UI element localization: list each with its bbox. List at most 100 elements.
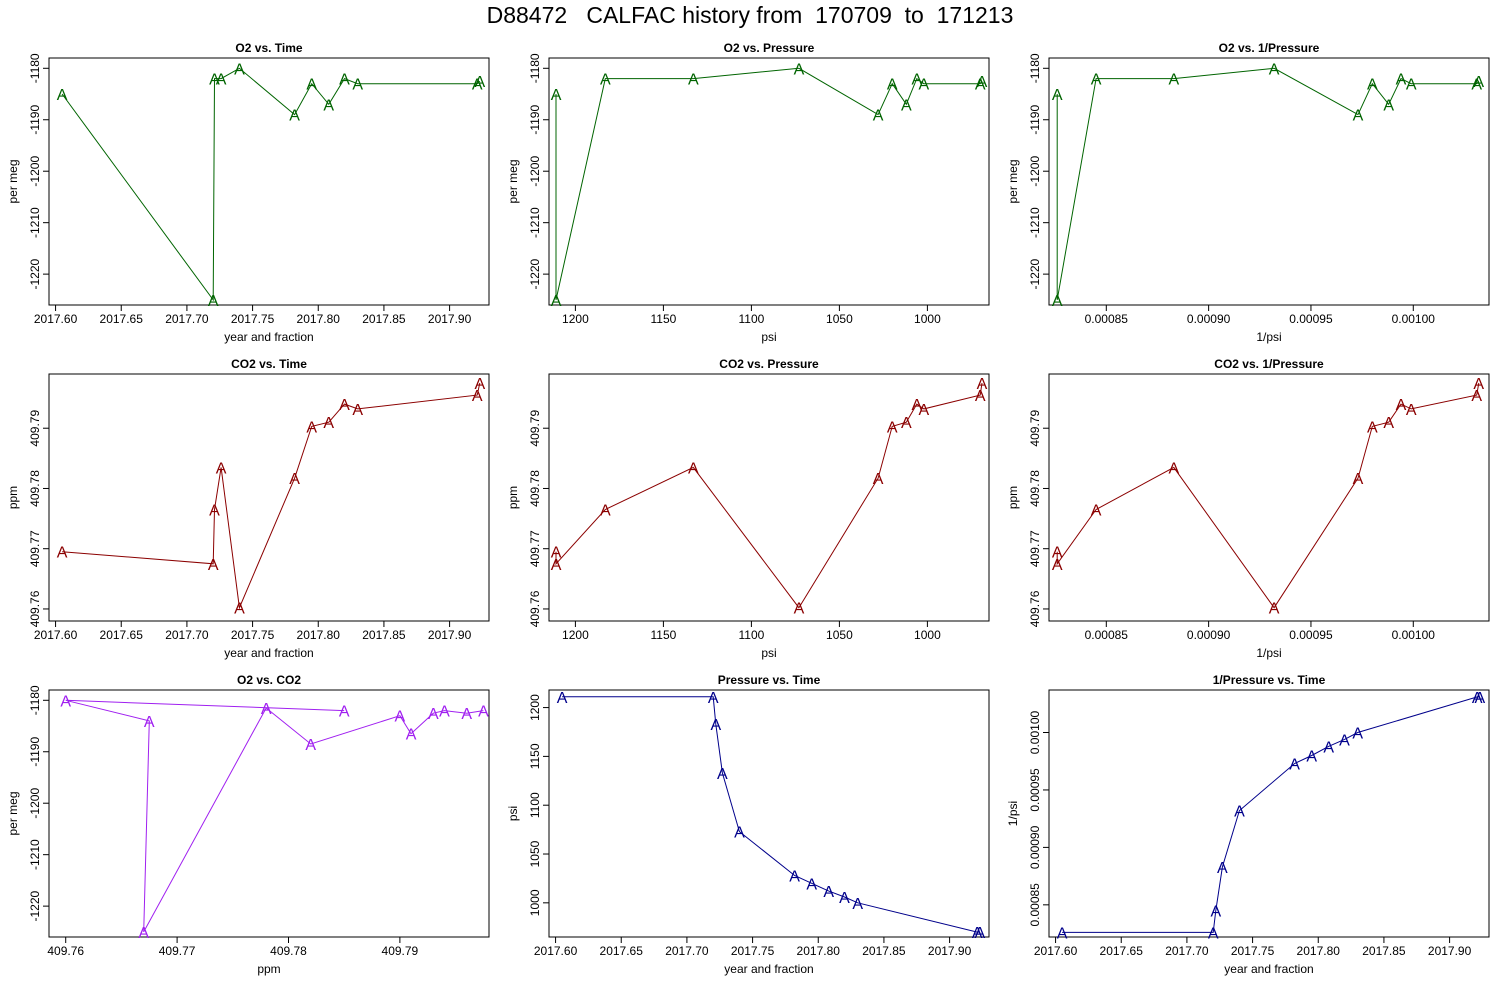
x-tick-label: 1100 [738,312,764,326]
y-tick-label: 0.00095 [1028,768,1042,812]
data-point-marker: A [1169,72,1180,89]
data-point-marker: A [1234,804,1245,821]
chart-panel-2: O2 vs. Pressure 1200 1150 1100 1050 1000 psi -1… [506,41,990,344]
data-point-marker: A [209,72,220,89]
x-axis-label: year and fraction [224,646,313,660]
data-point-marker: A [1396,72,1407,89]
data-point-marker: A [717,766,728,783]
data-point-marker: A [1210,904,1221,921]
series-line [1056,67,1480,300]
x-axis-label: 1/psi [1256,646,1281,660]
y-tick-label: 409.76 [1028,590,1042,627]
data-point-marker: A [57,87,68,104]
y-tick-label: -1200 [528,156,542,187]
y-axis-label: psi [506,806,520,821]
data-point-marker: A [794,61,805,78]
data-point-marker: A [1473,74,1484,91]
x-tick-label: 409.78 [270,944,307,958]
data-point-marker: A [977,376,988,393]
data-point-marker: A [1169,460,1180,477]
plot-frame [548,689,990,938]
x-tick-label: 2017.70 [165,628,209,642]
x-tick-label: 409.77 [159,944,196,958]
y-tick-label: -1190 [28,737,42,767]
plot-frame [1048,57,1490,306]
y-tick-label: 409.76 [28,590,42,627]
x-tick-label: 2017.85 [362,312,406,326]
x-tick-label: 2017.65 [100,312,144,326]
x-tick-label: 0.00090 [1187,628,1231,642]
data-point-marker: A [873,471,884,488]
data-point-marker: A [823,884,834,901]
x-tick-label: 1150 [650,628,676,642]
data-point-marker: A [472,388,483,405]
data-point-marker: A [1306,748,1317,765]
data-point-marker: A [208,293,219,310]
data-point-marker: A [1367,77,1378,94]
data-point-marker: A [919,402,930,419]
y-tick-label: 1150 [528,743,542,769]
y-tick-label: -1210 [528,207,542,238]
data-point-marker: A [1057,925,1068,942]
x-tick-label: 2017.70 [1165,944,1209,958]
y-tick-label: 409.79 [1028,410,1042,447]
y-tick-label: 0.00090 [1028,825,1042,869]
data-point-marker: A [839,890,850,907]
data-point-marker: A [974,925,985,942]
data-point-marker: A [551,545,562,562]
data-point-marker: A [1396,397,1407,414]
data-point-marker: A [794,601,805,618]
data-point-marker: A [972,925,983,942]
data-point-marker: A [406,727,417,744]
x-tick-label: 1200 [562,312,589,326]
data-point-marker: A [551,557,562,574]
x-tick-label: 409.79 [382,944,419,958]
x-tick-label: 2017.90 [428,312,472,326]
y-tick-label: 1200 [528,694,542,721]
data-point-marker: A [551,293,562,310]
y-tick-label: -1190 [28,105,42,135]
plot-frame [48,57,490,306]
series-line [61,67,481,302]
data-point-marker: A [395,709,406,726]
chart-title: O2 vs. Pressure [724,41,815,55]
data-point-marker: A [1406,77,1417,94]
y-axis-label: ppm [1006,486,1020,509]
data-point-marker: A [873,108,884,125]
x-tick-label: 1050 [826,628,853,642]
data-point-marker: A [975,388,986,405]
data-point-marker: A [975,77,986,94]
y-tick-label: 409.78 [528,470,542,507]
plot-frame [1048,373,1490,622]
data-point-marker: A [708,690,719,707]
data-point-marker: A [1353,108,1364,125]
y-tick-label: -1190 [528,105,542,135]
data-point-marker: A [557,690,568,707]
data-point-marker: A [1052,545,1063,562]
plot-frame [1048,689,1490,938]
data-point-marker: A [912,397,923,414]
chart-title: CO2 vs. 1/Pressure [1214,357,1324,371]
data-point-marker: A [1339,732,1350,749]
data-point-marker: A [688,460,699,477]
chart-title: Pressure vs. Time [718,673,821,687]
y-tick-label: 409.79 [528,410,542,447]
data-point-marker: A [234,61,245,78]
series-line [62,382,481,610]
x-tick-label: 2017.60 [1034,944,1078,958]
y-tick-label: -1200 [1028,156,1042,187]
data-point-marker: A [209,503,220,520]
data-point-marker: A [600,72,611,89]
x-tick-label: 2017.70 [665,944,709,958]
x-tick-label: 1100 [738,628,764,642]
data-point-marker: A [1091,503,1102,520]
data-point-marker: A [234,601,245,618]
chart-panel-3: O2 vs. 1/Pressure 0.00085 0.00090 0.00095 0.… [1006,41,1490,344]
y-tick-label: -1220 [1028,258,1042,289]
series-line [555,382,983,609]
data-point-marker: A [305,737,316,754]
x-tick-label: 1150 [650,312,676,326]
data-point-marker: A [289,471,300,488]
x-tick-label: 0.00090 [1187,312,1231,326]
y-tick-label: 409.78 [28,470,42,507]
